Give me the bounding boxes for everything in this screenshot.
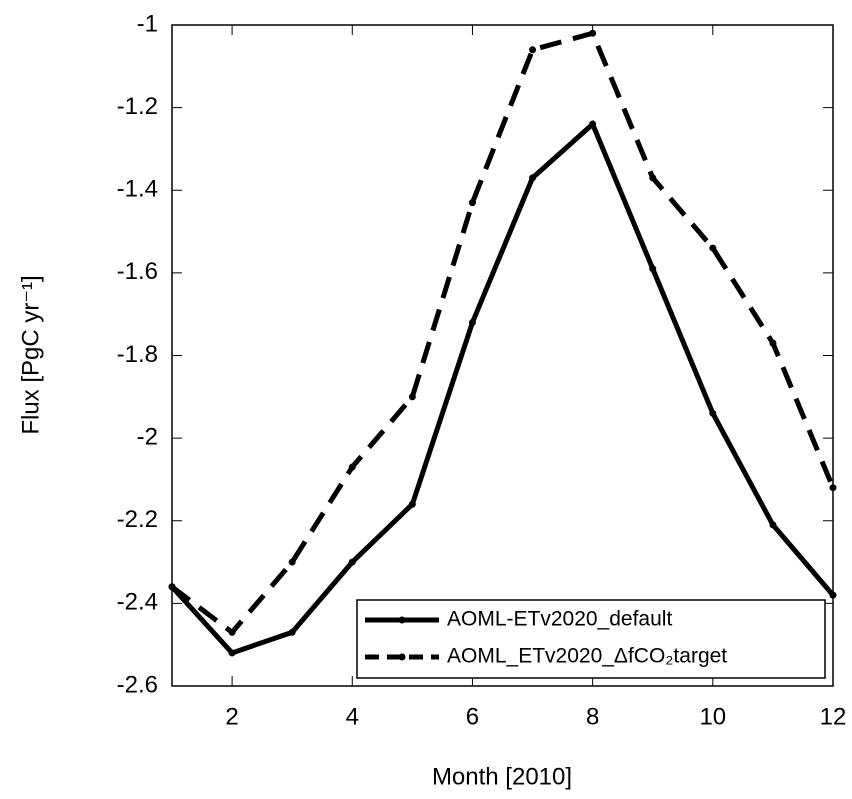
legend-label: AOML-ETv2020_default (447, 608, 672, 631)
point (408, 393, 416, 401)
x-tick-label: 4 (346, 703, 359, 730)
y-tick-label: -2.6 (117, 671, 158, 698)
point (709, 409, 717, 417)
point (228, 649, 236, 657)
y-tick-label: -2 (137, 423, 158, 450)
legend-marker (398, 653, 406, 661)
point (829, 591, 837, 599)
point (348, 463, 356, 471)
x-axis-label: Month [2010] (432, 763, 572, 790)
point (529, 174, 537, 182)
x-tick-label: 6 (466, 703, 479, 730)
point (408, 500, 416, 508)
point (529, 46, 537, 54)
point (468, 199, 476, 207)
point (709, 244, 717, 252)
point (468, 318, 476, 326)
legend-marker (398, 616, 406, 624)
legend-label: AOML_ETv2020_ΔfCO₂target (447, 645, 727, 668)
y-tick-label: -1.2 (117, 93, 158, 120)
y-tick-label: -1 (137, 10, 158, 37)
point (288, 558, 296, 566)
point (168, 583, 176, 591)
point (288, 628, 296, 636)
point (589, 29, 597, 37)
x-tick-label: 2 (225, 703, 238, 730)
legend-box (356, 599, 826, 679)
x-tick-label: 8 (586, 703, 599, 730)
x-tick-label: 12 (820, 703, 847, 730)
y-tick-label: -1.4 (117, 176, 158, 203)
point (829, 484, 837, 492)
point (348, 558, 356, 566)
y-tick-label: -1.8 (117, 341, 158, 368)
x-tick-label: 10 (699, 703, 726, 730)
series-line (170, 30, 836, 636)
y-axis-label: Flux [PgC yr⁻¹] (17, 275, 44, 434)
point (769, 521, 777, 529)
point (589, 120, 597, 128)
point (649, 265, 657, 273)
y-tick-label: -1.6 (117, 258, 158, 285)
y-tick-label: -2.4 (117, 589, 158, 616)
series-line (170, 119, 835, 656)
point (228, 628, 236, 636)
point (769, 339, 777, 347)
y-tick-label: -2.2 (117, 506, 158, 533)
point (649, 174, 657, 182)
